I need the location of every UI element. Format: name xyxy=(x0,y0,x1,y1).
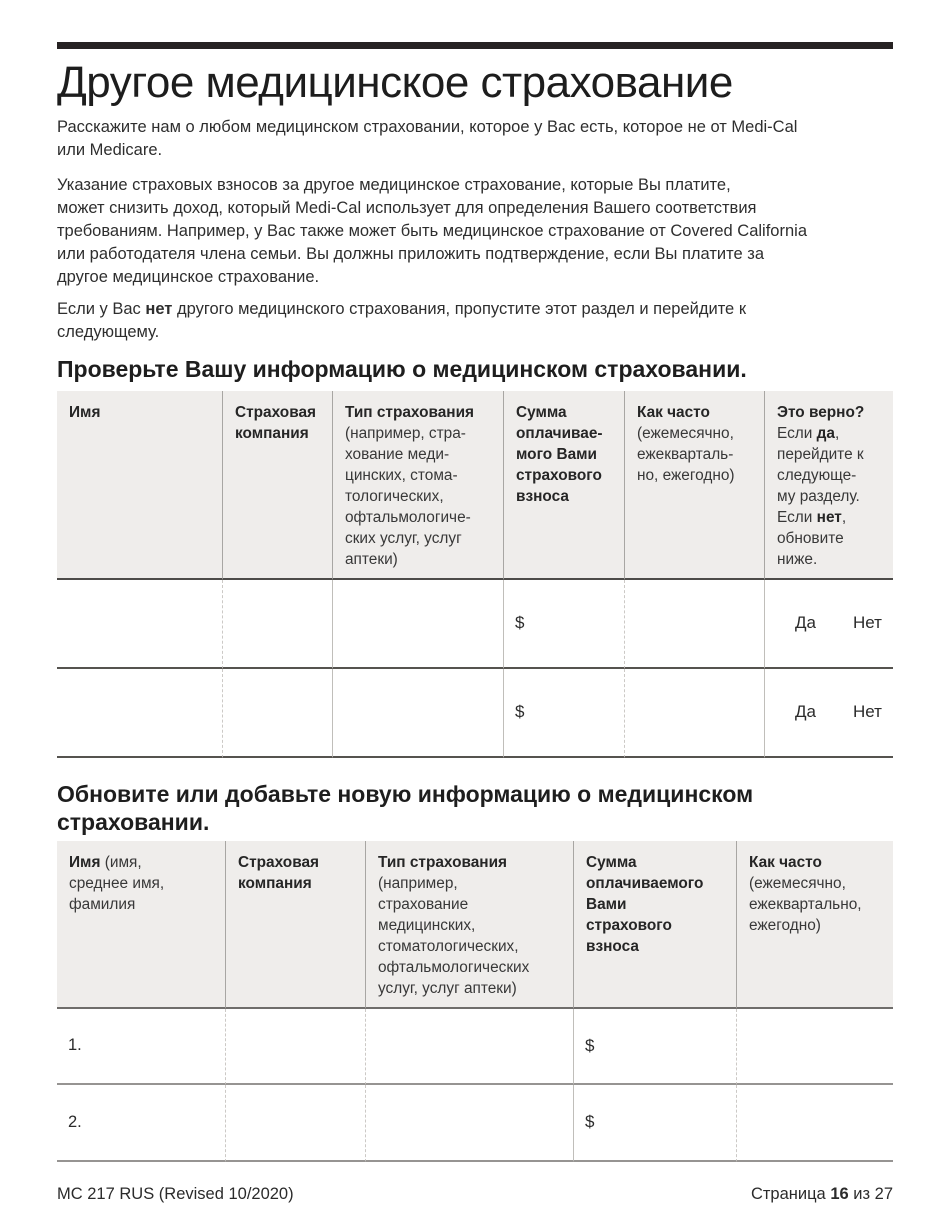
review-col-header-company: Страховая компания xyxy=(222,390,332,580)
update-row1-company-cell[interactable] xyxy=(225,1008,365,1086)
dollar-sign: $ xyxy=(515,613,525,633)
update-col-header-premium: Сумма оплачиваемого Вами страхового взно… xyxy=(573,840,736,1009)
dollar-sign: $ xyxy=(585,1112,595,1132)
yes-option[interactable]: Да xyxy=(795,613,816,633)
review-row2-name-cell[interactable] xyxy=(57,668,222,758)
form-number: MC 217 RUS (Revised 10/2020) xyxy=(57,1184,294,1203)
update-row1-premium-cell[interactable]: $ xyxy=(573,1008,736,1086)
update-row2-company-cell[interactable] xyxy=(225,1085,365,1162)
update-row1-frequency-cell[interactable] xyxy=(736,1008,893,1086)
review-row2-type-cell[interactable] xyxy=(332,668,503,758)
update-row2-type-cell[interactable] xyxy=(365,1085,573,1162)
update-insurance-table: Имя (имя, среднее имя, фамилия Страховая… xyxy=(57,840,893,1162)
update-row2-premium-cell[interactable]: $ xyxy=(573,1085,736,1162)
update-row2-frequency-cell[interactable] xyxy=(736,1085,893,1162)
section-heading-review: Проверьте Вашу информацию о медицинском … xyxy=(57,355,747,382)
update-col-header-company: Страховая компания xyxy=(225,840,365,1009)
review-row1-correct-cell: Да Нет xyxy=(764,579,893,669)
review-col-header-name: Имя xyxy=(57,390,222,580)
update-row2-name-cell[interactable]: 2. xyxy=(57,1085,225,1162)
update-row1-type-cell[interactable] xyxy=(365,1008,573,1086)
review-row1-name-cell[interactable] xyxy=(57,579,222,669)
review-row2-company-cell[interactable] xyxy=(222,668,332,758)
review-row2-frequency-cell[interactable] xyxy=(624,668,764,758)
update-row1-name-cell[interactable]: 1. xyxy=(57,1008,225,1086)
update-col-header-type: Тип страхования (например, страхование м… xyxy=(365,840,573,1009)
review-col-header-correct: Это верно? Если да, перейдите к следующе… xyxy=(764,390,893,580)
page-number: Страница 16 из 27 xyxy=(750,1184,893,1203)
intro-paragraph-2: Указание страховых взносов за другое мед… xyxy=(57,175,808,286)
review-col-header-frequency: Как часто (ежемесячно, ежекварталь- но, … xyxy=(624,390,764,580)
top-divider-bar xyxy=(57,42,893,49)
review-col-header-premium: Сумма оплачивае- мого Вами страхового вз… xyxy=(503,390,624,580)
dollar-sign: $ xyxy=(515,702,525,722)
update-col-header-name: Имя (имя, среднее имя, фамилия xyxy=(57,840,225,1009)
intro-paragraph-1: Расскажите нам о любом медицинском страх… xyxy=(57,117,798,159)
review-insurance-table: Имя Страховая компания Тип страхования (… xyxy=(57,390,893,758)
review-row1-frequency-cell[interactable] xyxy=(624,579,764,669)
dollar-sign: $ xyxy=(585,1035,595,1055)
section-heading-update: Обновите или добавьте новую информацию о… xyxy=(57,780,754,835)
yes-option[interactable]: Да xyxy=(795,702,816,722)
intro-paragraph-3: Если у Вас нет другого медицинского стра… xyxy=(57,299,747,341)
review-row1-company-cell[interactable] xyxy=(222,579,332,669)
page-footer: MC 217 RUS (Revised 10/2020) Страница 16… xyxy=(57,1185,893,1204)
no-option[interactable]: Нет xyxy=(852,613,882,633)
review-row1-premium-cell[interactable]: $ xyxy=(503,579,624,669)
review-row2-premium-cell[interactable]: $ xyxy=(503,668,624,758)
review-row2-correct-cell: Да Нет xyxy=(764,668,893,758)
update-col-header-frequency: Как часто (ежемесячно, ежеквартально, еж… xyxy=(736,840,893,1009)
row-number: 1. xyxy=(68,1036,82,1055)
review-col-header-type: Тип страхования (например, стра- хование… xyxy=(332,390,503,580)
row-number: 2. xyxy=(68,1112,82,1131)
review-row1-type-cell[interactable] xyxy=(332,579,503,669)
page-title: Другое медицинское страхование xyxy=(57,58,733,107)
no-option[interactable]: Нет xyxy=(852,702,882,722)
